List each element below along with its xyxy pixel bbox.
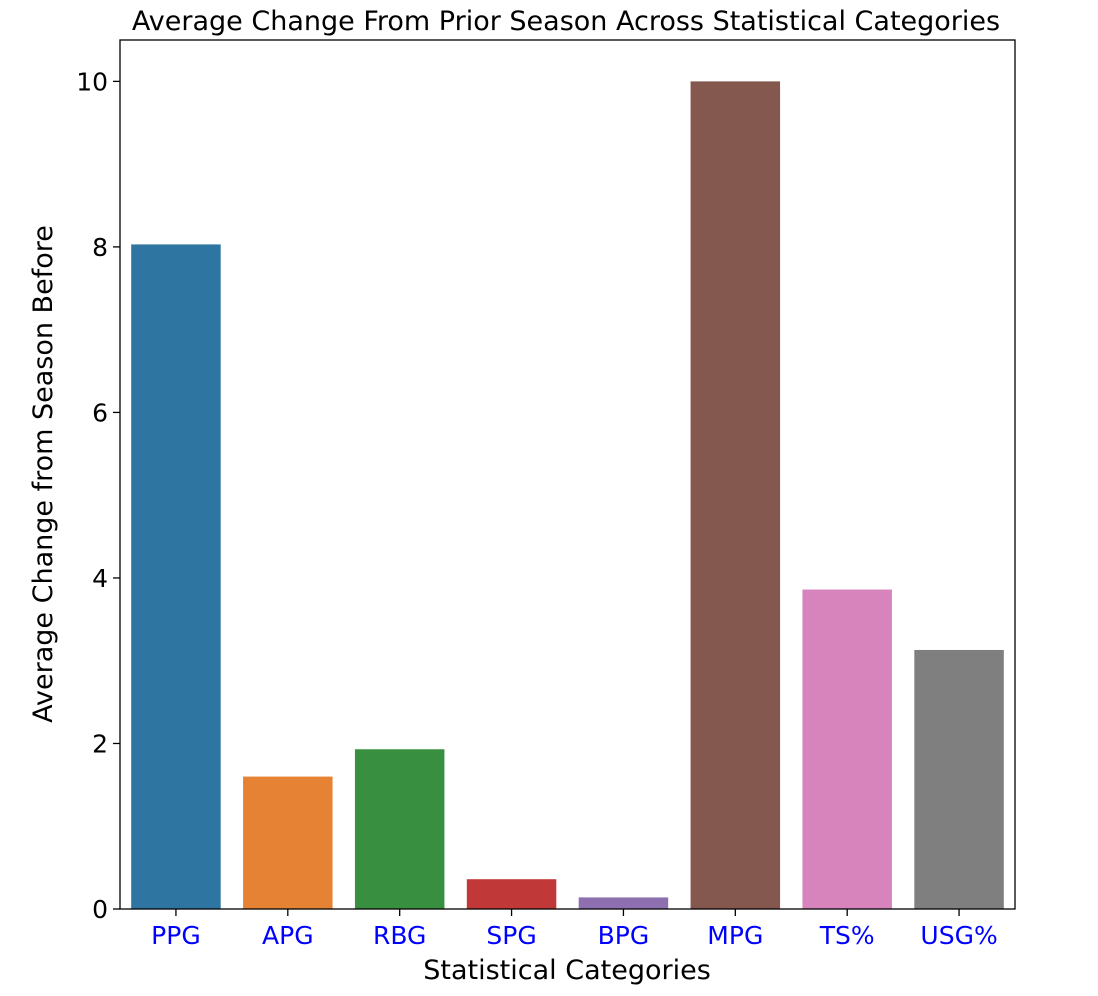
x-tick-label: SPG bbox=[486, 921, 536, 950]
x-tick-label: MPG bbox=[707, 921, 763, 950]
chart-title: Average Change From Prior Season Across … bbox=[132, 6, 1000, 37]
y-tick-label: 6 bbox=[92, 398, 108, 427]
x-tick-label: BPG bbox=[598, 921, 650, 950]
x-axis: PPG APG RBG SPG BPG MPG TS% USG% bbox=[151, 909, 998, 950]
plot-frame bbox=[119, 39, 1016, 910]
bar-usg-pct bbox=[914, 649, 1004, 909]
bar-rbg bbox=[354, 749, 445, 909]
x-tick-label: USG% bbox=[920, 921, 997, 950]
bars-group bbox=[131, 81, 1004, 910]
x-tick-label: RBG bbox=[373, 921, 426, 950]
bar-mpg bbox=[690, 81, 781, 909]
y-tick-label: 0 bbox=[92, 895, 108, 924]
bar-ppg bbox=[131, 244, 221, 910]
y-axis: 0 2 4 6 8 10 bbox=[76, 67, 120, 924]
x-axis-label: Statistical Categories bbox=[423, 955, 711, 986]
bar-spg bbox=[466, 879, 557, 909]
x-tick-label: PPG bbox=[151, 921, 201, 950]
y-tick-label: 2 bbox=[92, 729, 108, 758]
bar-bpg bbox=[578, 897, 669, 909]
bar-apg bbox=[243, 776, 333, 909]
bar-ts-pct bbox=[802, 589, 892, 909]
y-tick-label: 4 bbox=[92, 564, 108, 593]
x-tick-label: TS% bbox=[819, 921, 875, 950]
y-tick-label: 10 bbox=[76, 67, 108, 96]
y-tick-label: 8 bbox=[92, 233, 108, 262]
x-tick-label: APG bbox=[262, 921, 314, 950]
y-axis-label: Average Change from Season Before bbox=[28, 225, 59, 723]
